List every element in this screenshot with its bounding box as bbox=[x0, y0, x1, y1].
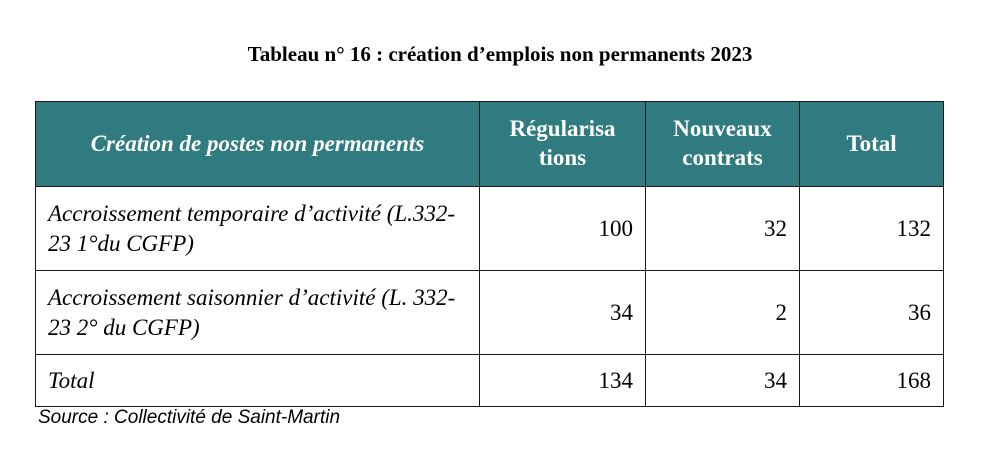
cell-total: 132 bbox=[799, 186, 944, 271]
header-creation: Création de postes non permanents bbox=[35, 101, 480, 187]
cell-regularisations: 134 bbox=[479, 354, 646, 407]
row-label: Accroissement temporaire d’activité (L.3… bbox=[35, 186, 480, 271]
row-label: Accroissement saisonnier d’activité (L. … bbox=[35, 270, 480, 355]
cell-nouveaux-contrats: 34 bbox=[645, 354, 800, 407]
table-row: Accroissement temporaire d’activité (L.3… bbox=[35, 186, 944, 271]
source-note: Source : Collectivité de Saint-Martin bbox=[38, 407, 341, 428]
row-label: Total bbox=[35, 354, 480, 407]
cell-total: 36 bbox=[799, 270, 944, 355]
cell-nouveaux-contrats: 2 bbox=[645, 270, 800, 355]
table-title: Tableau n° 16 : création d’emplois non p… bbox=[247, 42, 753, 66]
header-row: Création de postes non permanents Régula… bbox=[35, 101, 944, 187]
header-nouveaux-contrats: Nouveaux contrats bbox=[645, 101, 800, 187]
cell-nouveaux-contrats: 32 bbox=[645, 186, 800, 271]
cell-total: 168 bbox=[799, 354, 944, 407]
header-regularisations: Régularisa tions bbox=[479, 101, 646, 187]
table-row: Accroissement saisonnier d’activité (L. … bbox=[35, 270, 944, 355]
header-total: Total bbox=[799, 101, 944, 187]
cell-regularisations: 34 bbox=[479, 270, 646, 355]
cell-regularisations: 100 bbox=[479, 186, 646, 271]
total-row: Total 134 34 168 bbox=[35, 354, 944, 407]
employment-table: Création de postes non permanents Régula… bbox=[35, 101, 944, 407]
